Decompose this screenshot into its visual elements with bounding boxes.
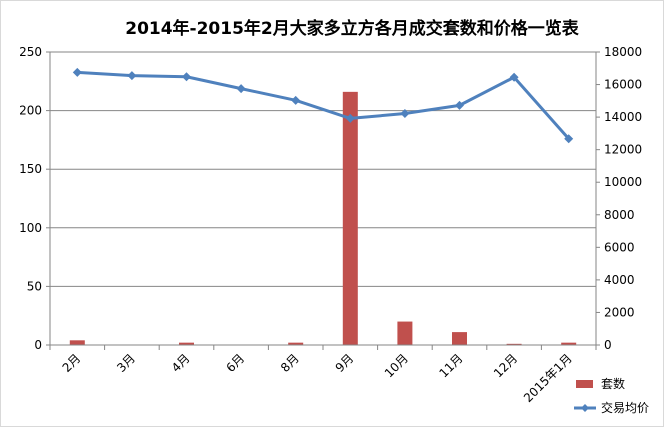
y-right-tick-label: 14000: [604, 110, 642, 124]
legend-label-bars: 套数: [601, 376, 625, 391]
y-right-tick-label: 8000: [604, 208, 635, 222]
price-line: [77, 70, 570, 140]
price-point: [291, 95, 301, 105]
bar: [179, 342, 194, 345]
y-left-tick-label: 250: [19, 45, 42, 59]
y-right-tick-label: 16000: [604, 78, 642, 92]
chart-title: 2014年-2015年2月大家多立方各月成交套数和价格一览表: [125, 18, 580, 39]
gridlines: [50, 51, 596, 287]
bar: [342, 91, 358, 346]
y-right-tick-label: 6000: [604, 240, 635, 254]
y-left-tick-label: 100: [19, 221, 42, 235]
y-right-tick-label: 10000: [604, 175, 642, 189]
price-point: [400, 109, 410, 119]
legend-label-line: 交易均价: [601, 400, 649, 415]
bar: [69, 340, 85, 345]
price-point: [455, 100, 464, 110]
y-right-tick-label: 2000: [604, 305, 635, 319]
y-right-tick-label: 4000: [604, 273, 635, 287]
legend-marker-line: [581, 404, 589, 412]
bar-series: [69, 91, 577, 346]
y-left-tick-label: 150: [19, 162, 42, 176]
bar: [397, 321, 413, 345]
y-left-tick-label: 0: [34, 338, 42, 352]
y-right-tick-label: 18000: [604, 45, 642, 59]
bar: [561, 342, 577, 345]
legend-swatch-bars: [576, 380, 593, 388]
bar: [452, 332, 467, 345]
price-point: [564, 134, 574, 144]
price-point: [72, 67, 82, 77]
bar: [288, 342, 304, 345]
price-point: [509, 72, 519, 82]
price-point: [236, 84, 246, 94]
y-right-tick-label: 0: [604, 338, 612, 352]
y-right-tick-label: 12000: [604, 143, 642, 157]
y-left-tick-label: 200: [19, 104, 42, 118]
line-series: [72, 67, 574, 144]
y-left-tick-label: 50: [27, 279, 42, 293]
price-point: [182, 72, 191, 82]
price-point: [127, 71, 137, 81]
bar: [506, 343, 522, 345]
price-point: [345, 113, 355, 123]
